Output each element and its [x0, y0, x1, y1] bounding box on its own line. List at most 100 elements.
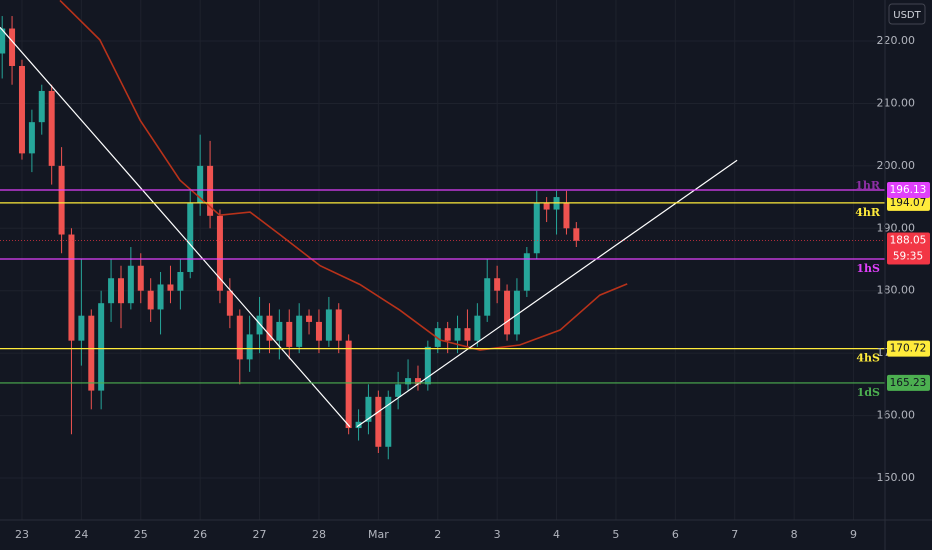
- candle-body: [523, 253, 530, 291]
- x-tick-label: 23: [15, 528, 29, 541]
- candle-body: [513, 290, 520, 335]
- candle-body: [543, 203, 550, 210]
- x-tick-label: 28: [312, 528, 326, 541]
- currency: USDT: [893, 10, 921, 21]
- price-label-box: [887, 182, 930, 199]
- x-tick-label: Mar: [368, 528, 389, 541]
- candle-body: [147, 290, 154, 310]
- candle-body: [573, 228, 580, 241]
- candle-body: [226, 290, 233, 316]
- candle-body: [563, 203, 570, 229]
- candle-body: [286, 321, 293, 347]
- candle-body: [58, 165, 65, 235]
- candle-body: [38, 90, 45, 123]
- y-tick-label: 220.00: [877, 34, 916, 47]
- candle-body: [28, 122, 35, 154]
- candle-body: [325, 309, 332, 341]
- candle-body: [78, 315, 85, 341]
- trend-line: [0, 26, 351, 428]
- candle-body: [454, 328, 461, 341]
- candle-body: [216, 215, 223, 291]
- x-tick-label: 9: [850, 528, 857, 541]
- candle-body: [533, 203, 540, 254]
- candle-body: [117, 278, 124, 304]
- y-tick-label: 210.00: [877, 96, 916, 109]
- candle-body: [187, 203, 194, 272]
- level-label: 4hR: [855, 206, 881, 219]
- candle-body: [355, 421, 362, 429]
- price-label-box: [887, 340, 930, 357]
- x-tick-label: 2: [434, 528, 441, 541]
- candle-body: [315, 321, 322, 341]
- price-label: 194.07: [890, 197, 927, 209]
- candle-body: [335, 309, 342, 341]
- price-label-box: [887, 194, 930, 211]
- x-tick-label: 27: [253, 528, 267, 541]
- candle-body: [137, 265, 144, 291]
- candle-body: [504, 290, 511, 335]
- candle-body: [345, 340, 352, 429]
- candle-body: [167, 284, 174, 291]
- candle-body: [276, 321, 283, 341]
- price-label-box: [887, 374, 930, 391]
- y-tick-label: 160.00: [877, 409, 916, 422]
- candle-body: [296, 315, 303, 347]
- x-tick-label: 26: [193, 528, 207, 541]
- y-tick-label: 150.00: [877, 471, 916, 484]
- x-tick-label: 24: [74, 528, 88, 541]
- candle-body: [424, 346, 431, 385]
- candle-body: [48, 90, 55, 166]
- price-label: 196.13: [890, 184, 927, 196]
- candle-body: [365, 396, 372, 422]
- candle-body: [18, 65, 25, 154]
- level-label: 1hR: [855, 179, 881, 192]
- plot-area: [0, 0, 885, 520]
- last-price-label: 188.05: [890, 234, 927, 246]
- candle-body: [306, 315, 313, 322]
- candle-body: [0, 28, 6, 54]
- candle-body: [266, 315, 273, 341]
- x-tick-label: 25: [134, 528, 148, 541]
- candle-body: [385, 396, 392, 447]
- candle-body: [9, 28, 16, 66]
- candle-body: [177, 271, 184, 291]
- level-label: 4hS: [856, 352, 880, 365]
- candle-body: [256, 315, 263, 335]
- candle-body: [444, 328, 451, 341]
- candle-body: [464, 328, 471, 341]
- candle-body: [98, 303, 105, 391]
- candle-body: [197, 165, 204, 204]
- candle-body: [68, 234, 75, 341]
- candle-body: [494, 278, 501, 291]
- countdown-label: 59:35: [893, 250, 923, 262]
- level-label: 1dS: [857, 386, 880, 399]
- moving-average: [59, 0, 628, 351]
- currency-badge[interactable]: [888, 3, 926, 25]
- x-tick-label: 3: [494, 528, 501, 541]
- x-tick-label: 7: [731, 528, 738, 541]
- candle-body: [414, 378, 421, 385]
- x-tick-label: 5: [612, 528, 619, 541]
- candle-body: [484, 278, 491, 316]
- x-tick-label: 8: [791, 528, 798, 541]
- y-tick-label: 180.00: [877, 284, 916, 297]
- y-tick-label: 200.00: [877, 159, 916, 172]
- candle-body: [405, 378, 412, 385]
- level-label: 1hS: [856, 262, 880, 275]
- candle-body: [246, 334, 253, 360]
- candle-body: [474, 315, 481, 341]
- last-price-box: [887, 232, 930, 265]
- candle-body: [108, 278, 115, 304]
- candle-body: [207, 165, 214, 216]
- candle-body: [236, 315, 243, 360]
- y-tick-label: 190.00: [877, 221, 916, 234]
- candle-body: [395, 384, 402, 397]
- x-tick-label: 4: [553, 528, 560, 541]
- candle-body: [157, 284, 164, 310]
- candle-body: [375, 396, 382, 447]
- price-label: 165.23: [890, 377, 927, 389]
